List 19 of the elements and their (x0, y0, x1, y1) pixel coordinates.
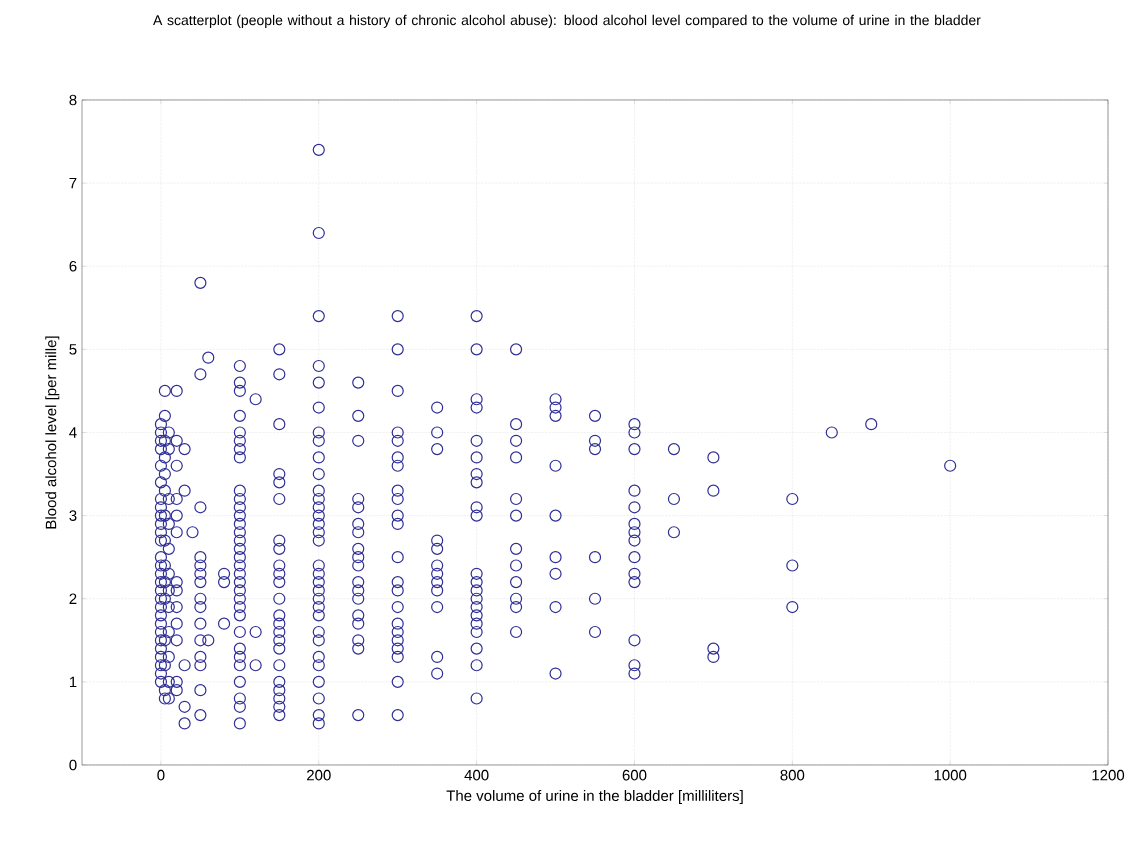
y-tick-label: 5 (69, 344, 77, 355)
y-tick-label: 8 (69, 94, 77, 106)
x-tick-label: 400 (464, 769, 489, 781)
chart-title: A scatterplot (people without a history of chronic alcohol abuse): blood alcohol level compared to the volume of urine in the bladder (153, 14, 981, 28)
x-tick-label: 800 (780, 769, 805, 781)
x-axis-title: The volume of urine in the bladder [milliliters] (446, 790, 743, 804)
x-tick-label: 200 (307, 769, 331, 781)
y-tick-label: 3 (69, 510, 77, 521)
x-tick-label: 1000 (934, 769, 967, 781)
y-tick-label: 0 (69, 759, 77, 771)
y-tick-label: 2 (69, 593, 77, 604)
x-tick-label: 1200 (1092, 769, 1125, 781)
y-tick-label: 4 (69, 427, 77, 438)
y-axis-title: Blood alcohol level [per mille] (45, 336, 60, 529)
x-tick-label: 600 (622, 769, 647, 781)
y-tick-label: 7 (69, 177, 77, 189)
y-tick-label: 6 (69, 260, 77, 272)
y-tick-label: 1 (69, 676, 77, 688)
x-tick-label: 0 (157, 769, 165, 781)
